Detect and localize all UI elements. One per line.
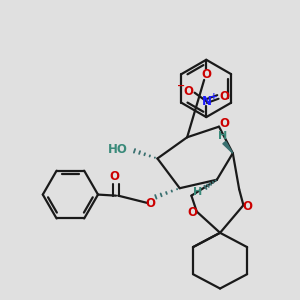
Text: H: H [218,131,227,141]
Text: HO: HO [108,143,128,157]
Text: O: O [219,90,229,104]
Text: O: O [145,196,155,210]
Text: H: H [193,188,203,197]
Text: O: O [188,206,197,219]
Text: +: + [210,92,218,101]
Text: O: O [109,170,119,183]
Text: O: O [243,200,253,213]
Text: N: N [202,95,212,108]
Polygon shape [223,141,233,153]
Text: O: O [201,68,211,81]
Text: O: O [219,117,229,130]
Text: −: − [177,81,185,91]
Text: O: O [183,85,193,98]
